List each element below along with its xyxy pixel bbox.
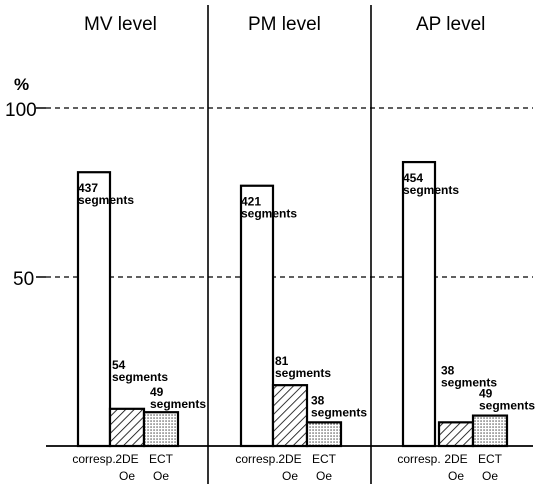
mv-category-2de: 2DE [115, 452, 138, 466]
y-tick-50: 50 [13, 269, 34, 290]
ap-bar-corresp [403, 162, 435, 446]
y-axis-unit: % [14, 75, 29, 94]
ap-category-corresp: corresp. [397, 452, 440, 466]
panel-title-pm: PM level [248, 14, 321, 35]
ap-bar-2de [439, 422, 473, 446]
pm-category-ect-sublabel: Oe [316, 469, 332, 483]
pm-category-corresp: corresp. [235, 452, 278, 466]
pm-category-ect: ECT [312, 452, 337, 466]
mv-bar-2de-unit: segments [112, 370, 168, 384]
ap-category-2de-sublabel: Oe [448, 469, 464, 483]
mv-bar-ect [144, 412, 178, 446]
ap-category-ect: ECT [478, 452, 503, 466]
ap-category-ect-sublabel: Oe [482, 469, 498, 483]
pm-bar-corresp [241, 186, 273, 446]
ap-category-2de: 2DE [444, 452, 467, 466]
mv-category-ect-sublabel: Oe [153, 469, 169, 483]
pm-bar-2de-unit: segments [275, 366, 331, 380]
mv-category-ect: ECT [149, 452, 174, 466]
pm-bar-ect-unit: segments [311, 405, 367, 419]
mv-bar-ect-unit: segments [150, 397, 206, 411]
mv-bar-corresp [78, 172, 110, 446]
ap-bar-ect [473, 416, 507, 446]
pm-category-2de-sublabel: Oe [282, 469, 298, 483]
pm-bar-ect [307, 422, 341, 446]
mv-category-corresp: corresp. [72, 452, 115, 466]
mv-category-2de-sublabel: Oe [119, 469, 135, 483]
panel-title-ap: AP level [416, 14, 485, 35]
ap-bar-ect-unit: segments [479, 399, 535, 413]
pm-bar-corresp-unit: segments [241, 207, 297, 221]
mv-bar-2de [110, 409, 144, 446]
panel-title-mv: MV level [84, 14, 157, 35]
mv-bar-corresp-unit: segments [78, 193, 134, 207]
ap-bar-corresp-unit: segments [403, 183, 459, 197]
y-tick-100: 100 [5, 100, 37, 121]
pm-category-2de: 2DE [278, 452, 301, 466]
chart-marks: 437segmentscorresp.54segments2DEOe49segm… [72, 162, 535, 483]
pm-bar-2de [273, 385, 307, 446]
